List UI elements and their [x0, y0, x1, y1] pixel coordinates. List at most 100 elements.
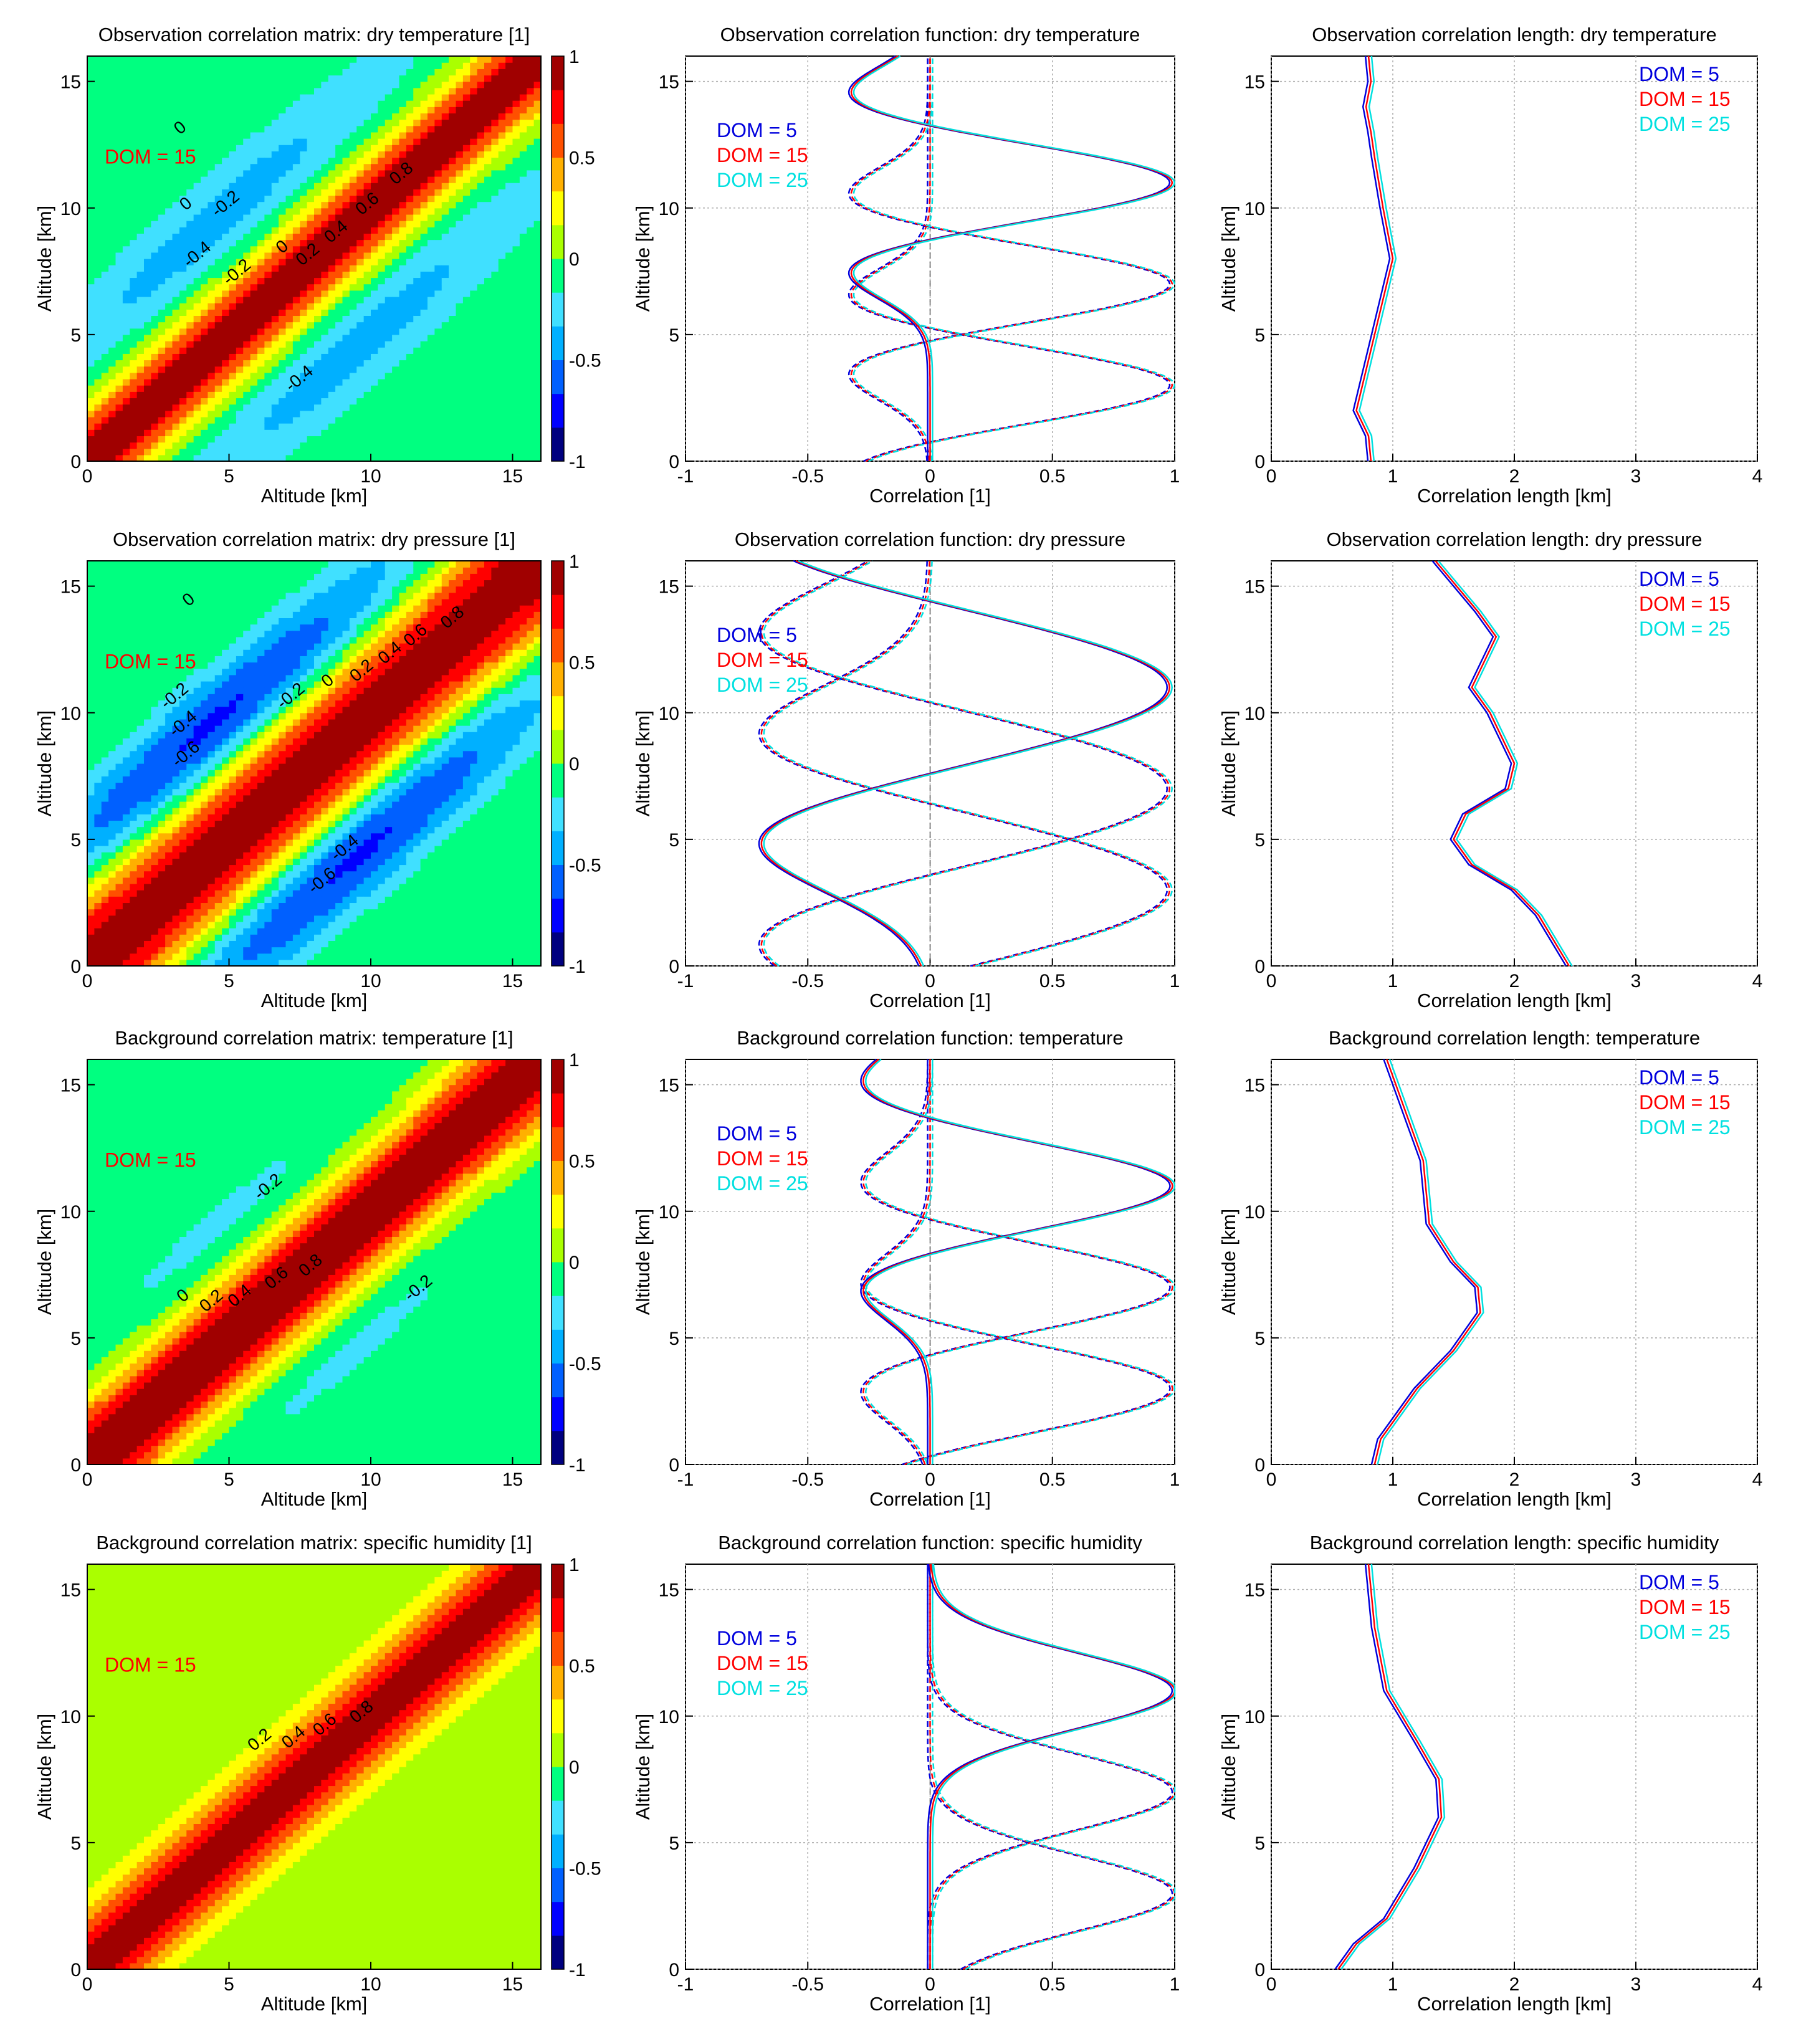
heatmap-cell [321, 398, 329, 405]
heatmap-cell [236, 208, 244, 215]
heatmap-cell [122, 277, 130, 285]
heatmap-cell [108, 643, 117, 650]
heatmap-cell [321, 87, 329, 95]
heatmap-cell [214, 410, 222, 418]
heatmap-cell [108, 770, 117, 776]
heatmap-cell [342, 360, 350, 367]
heatmap-cell [229, 176, 237, 183]
heatmap-cell [236, 328, 244, 335]
heatmap-cell [498, 252, 506, 259]
heatmap-cell [165, 423, 173, 430]
heatmap-cell [484, 93, 492, 101]
heatmap-cell [441, 378, 449, 386]
heatmap-cell [399, 201, 407, 209]
heatmap-cell [165, 176, 173, 183]
heatmap-cell [179, 163, 187, 171]
heatmap-cell [428, 271, 435, 279]
heatmap-cell [449, 246, 457, 253]
heatmap-cell [186, 151, 194, 158]
heatmap-cell [314, 163, 322, 171]
heatmap-cell [420, 315, 428, 323]
heatmap-cell [136, 163, 145, 171]
heatmap-cell [462, 284, 470, 291]
heatmap-cell [229, 138, 237, 145]
heatmap-cell [470, 315, 478, 323]
heatmap-cell [279, 75, 287, 82]
heatmap-cell [101, 252, 109, 259]
heatmap-cell [477, 201, 485, 209]
heatmap-cell [151, 271, 159, 279]
heatmap-cell [165, 909, 173, 916]
heatmap-cell [484, 259, 492, 265]
chart-title: Observation correlation matrix: dry temp… [98, 24, 530, 45]
heatmap-cell [222, 341, 230, 348]
heatmap-cell [428, 259, 435, 265]
heatmap-cell [498, 315, 506, 323]
heatmap-cell [491, 195, 499, 203]
heatmap-cell [151, 725, 159, 732]
heatmap-cell [108, 119, 117, 127]
heatmap-cell [279, 93, 287, 101]
heatmap-cell [165, 353, 173, 361]
heatmap-cell [328, 81, 336, 88]
heatmap-cell [484, 429, 492, 436]
heatmap-cell [172, 183, 180, 189]
heatmap-cell [144, 630, 151, 638]
heatmap-cell [94, 208, 102, 215]
heatmap-cell [151, 429, 159, 436]
heatmap-cell [505, 62, 513, 69]
heatmap-cell [285, 410, 294, 418]
heatmap-cell [420, 385, 428, 392]
heatmap-cell [101, 750, 109, 758]
heatmap-cell [456, 183, 464, 189]
heatmap-cell [519, 189, 527, 196]
heatmap-cell [307, 454, 315, 462]
heatmap-cell [434, 410, 442, 418]
heatmap-cell [172, 239, 180, 247]
heatmap-cell [130, 176, 138, 183]
heatmap-cell [491, 69, 499, 76]
heatmap-cell [250, 277, 258, 285]
heatmap-cell [172, 145, 180, 151]
heatmap-cell [449, 125, 457, 133]
heatmap-cell [101, 732, 109, 738]
heatmap-cell [151, 322, 159, 329]
y-axis-label: Altitude [km] [1218, 206, 1240, 312]
heatmap-cell [413, 334, 421, 341]
heatmap-cell [94, 303, 102, 310]
heatmap-cell [392, 163, 400, 171]
heatmap-cell [94, 909, 102, 916]
heatmap-cell [101, 429, 109, 436]
heatmap-cell [491, 81, 499, 88]
heatmap-cell [321, 239, 329, 247]
heatmap-cell [186, 170, 194, 177]
heatmap-cell [363, 454, 371, 462]
heatmap-cell [462, 138, 470, 145]
heatmap-cell [321, 328, 329, 335]
heatmap-cell [193, 138, 201, 145]
heatmap-cell [108, 429, 117, 436]
heatmap-cell [477, 277, 485, 285]
heatmap-cell [158, 277, 166, 285]
heatmap-cell [193, 151, 201, 158]
heatmap-cell [392, 131, 400, 139]
heatmap-cell [441, 239, 449, 247]
heatmap-cell [250, 81, 258, 88]
heatmap-cell [328, 277, 336, 285]
heatmap-cell [519, 201, 527, 209]
heatmap-cell [243, 436, 251, 443]
colorbar-segment [552, 56, 564, 90]
heatmap-cell [279, 252, 287, 259]
heatmap-cell [165, 398, 173, 405]
heatmap-cell [130, 221, 138, 227]
heatmap-cell [122, 770, 130, 776]
heatmap-cell [229, 69, 237, 76]
heatmap-cell [264, 303, 272, 310]
heatmap-cell [363, 227, 371, 234]
heatmap-cell [462, 252, 470, 259]
heatmap-cell [94, 410, 102, 418]
heatmap-cell [363, 252, 371, 259]
heatmap-cell [491, 429, 499, 436]
heatmap-cell [94, 871, 102, 878]
heatmap-cell [151, 125, 159, 133]
